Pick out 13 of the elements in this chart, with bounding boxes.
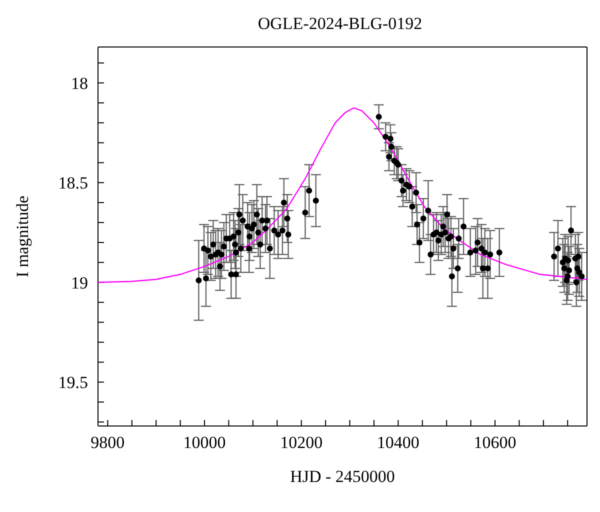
x-axis-title: HJD - 2450000	[290, 467, 395, 486]
y-tick-label: 18.5	[58, 174, 88, 193]
line-series	[98, 107, 587, 283]
x-tick-label: 10600	[474, 433, 516, 452]
x-tick-label: 10400	[376, 433, 420, 452]
y-tick-label: 19.5	[58, 373, 88, 392]
y-axis-title: I magnitude	[13, 196, 32, 278]
y-tick-label: 19	[71, 273, 88, 292]
y-tick-label: 18	[71, 74, 88, 93]
x-tick-label: 10200	[280, 433, 323, 452]
chart-title: OGLE-2024-BLG-0192	[256, 14, 424, 35]
x-tick-label: 9800	[90, 433, 125, 452]
x-tick-label: 10000	[183, 433, 226, 452]
